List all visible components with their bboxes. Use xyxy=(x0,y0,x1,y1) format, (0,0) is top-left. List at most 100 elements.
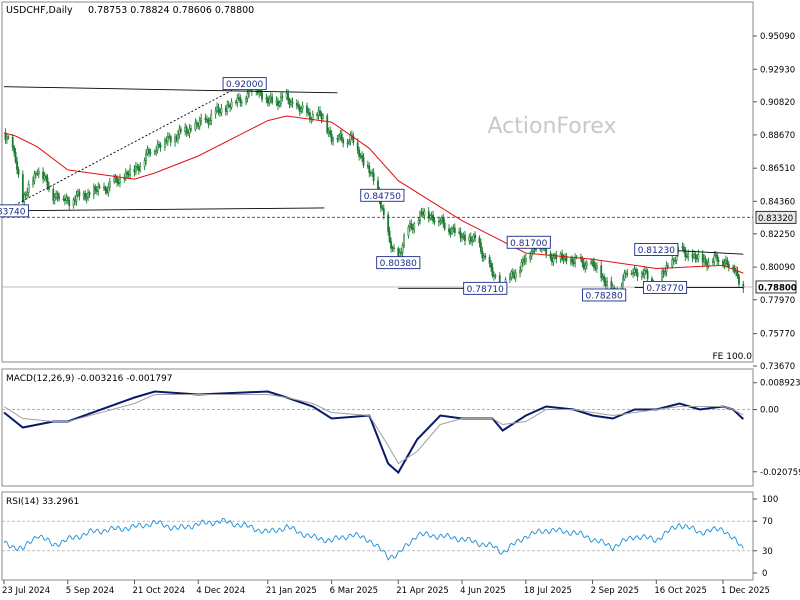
candle-body xyxy=(562,258,565,260)
candle-body xyxy=(77,191,79,196)
candle-body xyxy=(137,166,140,171)
candle-body xyxy=(624,272,627,275)
x-tick-label: 16 Oct 2025 xyxy=(654,586,707,596)
candle-body xyxy=(43,175,46,180)
candle-body xyxy=(523,258,526,262)
level-tag-box xyxy=(755,280,797,294)
candle-body xyxy=(626,273,629,275)
candle-body xyxy=(633,268,636,273)
candle-body xyxy=(687,253,690,257)
candle-body xyxy=(584,265,587,269)
candle-body xyxy=(671,259,674,267)
candle-body xyxy=(724,259,727,264)
candle-body xyxy=(136,166,139,168)
x-tick-label: 2 Sep 2025 xyxy=(591,586,639,596)
price-ytick-label: 0.92930 xyxy=(760,65,795,75)
candle-body xyxy=(210,113,213,121)
candle-body xyxy=(235,101,237,104)
candle-body xyxy=(437,221,440,223)
candle-body xyxy=(227,104,230,107)
candle-body xyxy=(72,199,75,206)
rsi-ytick-label: 100 xyxy=(762,495,778,505)
candle-body xyxy=(16,161,18,170)
candle-body xyxy=(311,113,314,120)
candle-body xyxy=(342,139,345,144)
candle-body xyxy=(145,153,147,162)
candle-body xyxy=(443,222,446,230)
x-tick-label: 21 Jan 2025 xyxy=(266,586,317,596)
candle-body xyxy=(148,149,150,153)
candle-body xyxy=(572,262,575,264)
candle-body xyxy=(23,194,26,203)
x-tick-label: 4 Jun 2025 xyxy=(460,586,506,596)
candle-body xyxy=(129,168,132,176)
candle-body xyxy=(66,197,69,201)
symbol-title: USDCHF,Daily xyxy=(6,5,73,16)
candle-body xyxy=(237,97,240,99)
candle-body xyxy=(358,149,361,157)
candle-body xyxy=(159,144,162,148)
candle-body xyxy=(569,258,572,262)
candle-body xyxy=(52,188,55,201)
candle-body xyxy=(62,198,65,201)
candle-body xyxy=(642,272,645,276)
price-ytick-label: 0.95090 xyxy=(760,32,795,42)
candle-body xyxy=(197,124,200,127)
price-ytick-label: 0.80090 xyxy=(760,263,795,273)
price-annotation-label: 0.80380 xyxy=(380,259,417,269)
candle-body xyxy=(410,223,413,229)
candle-body xyxy=(301,105,304,110)
candle-body xyxy=(103,186,105,189)
candle-body xyxy=(179,128,182,132)
ohlc-readout: 0.78753 0.78824 0.78606 0.78800 xyxy=(88,5,254,16)
candle-body xyxy=(36,173,39,175)
candle-body xyxy=(97,186,100,192)
candle-body xyxy=(175,136,178,140)
candle-body xyxy=(401,245,404,253)
candle-body xyxy=(75,194,78,202)
macd-pane xyxy=(1,368,754,487)
candle-body xyxy=(469,236,472,242)
candle-body xyxy=(726,259,729,265)
candle-body xyxy=(472,234,475,241)
candle-body xyxy=(82,193,85,197)
candle-body xyxy=(166,136,169,142)
trendline xyxy=(3,86,338,94)
candle-body xyxy=(164,139,166,148)
price-annotation-label: 0.78770 xyxy=(646,284,683,294)
candle-body xyxy=(511,271,514,275)
candle-body xyxy=(195,122,198,125)
candle-body xyxy=(478,237,481,244)
candle-body xyxy=(419,212,421,221)
candle-body xyxy=(297,104,300,108)
candle-body xyxy=(285,93,288,99)
candle-body xyxy=(230,101,233,108)
candle-body xyxy=(593,260,595,268)
candle-body xyxy=(352,135,355,144)
candle-body xyxy=(65,197,68,201)
candle-body xyxy=(42,171,45,180)
candle-body xyxy=(92,186,95,195)
rsi-ytick-label: 30 xyxy=(762,547,773,557)
candle-body xyxy=(94,186,97,191)
candle-body xyxy=(590,262,592,264)
candle-body xyxy=(400,251,403,254)
candle-body xyxy=(327,130,330,133)
candle-body xyxy=(17,169,20,175)
candle-body xyxy=(594,266,597,269)
candle-body xyxy=(509,276,511,281)
candle-body xyxy=(107,186,110,193)
price-ytick-label: 0.90820 xyxy=(760,98,795,108)
candle-body xyxy=(188,128,191,134)
candle-body xyxy=(640,272,643,277)
price-annotation-label: 0.78280 xyxy=(586,291,623,301)
candle-body xyxy=(714,254,717,257)
trendline xyxy=(3,83,245,212)
candle-body xyxy=(300,108,303,112)
candle-body xyxy=(514,272,517,278)
candle-body xyxy=(198,120,201,127)
price-ytick-label: 0.84360 xyxy=(760,197,795,207)
level-tag-box xyxy=(755,210,797,224)
price-ytick-label: 0.88670 xyxy=(760,131,795,141)
candle-body xyxy=(135,166,137,173)
